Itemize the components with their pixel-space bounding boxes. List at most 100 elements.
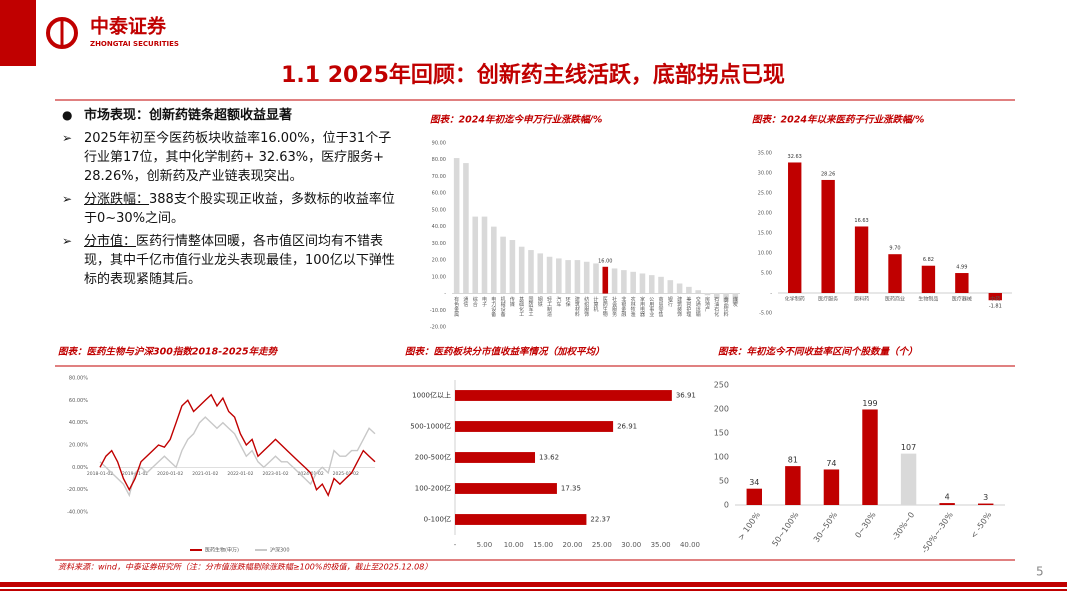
bar (667, 280, 674, 294)
bar (455, 514, 587, 525)
bar (823, 469, 840, 505)
y-tick-label: -5.00 (759, 311, 772, 317)
x-tick-label: 25.00 (592, 541, 612, 549)
bar (518, 246, 525, 294)
x-tick-label: 2020-01-02 (157, 471, 183, 477)
value-label: 32.63 (788, 154, 802, 160)
value-label: 17.35 (561, 485, 581, 493)
bar (785, 466, 801, 505)
x-tick-label: 医疗服务 (818, 296, 838, 303)
x-tick-label: 30~50% (812, 510, 839, 544)
bar (455, 483, 557, 494)
value-label: 13.62 (539, 454, 559, 462)
bar (611, 268, 618, 294)
bar (463, 163, 469, 294)
y-tick-label: 20.00% (69, 443, 88, 449)
y-tick-label: 60.00 (432, 191, 446, 197)
x-tick-label: 30.00 (621, 541, 641, 549)
x-tick-label: 电子 (481, 296, 487, 307)
brand-en: ZHONGTAI SECURITIES (90, 40, 179, 48)
y-tick-label: 90.00 (432, 141, 446, 147)
x-tick-label: 国防军工 (527, 297, 533, 317)
x-tick-label: 煤炭 (732, 296, 738, 308)
x-tick-label: 商贸零售 (658, 296, 664, 318)
bar (888, 254, 902, 293)
bar (821, 179, 835, 293)
bar (453, 158, 460, 294)
y-tick-label: -10.00 (430, 308, 446, 314)
x-tick-label: 生物制品 (918, 296, 938, 303)
y-tick-label: 50 (719, 477, 729, 486)
value-label: 34 (749, 478, 759, 487)
x-tick-label: 汽车 (555, 296, 561, 308)
x-tick-label: 10.00 (504, 541, 524, 549)
value-label: 16.00 (598, 258, 612, 264)
y-tick-label: 10.00 (758, 251, 772, 257)
value-label: 199 (862, 399, 877, 408)
bar (556, 258, 562, 294)
chart-title: 图表：年初迄今不同收益率区间个股数量（个） (718, 346, 918, 358)
bar (988, 293, 1002, 301)
bullet: 2025年初至今医药板块收益率16.00%，位于31个子行业第17位，其中化学制… (62, 129, 398, 186)
bullet-text: 医药行情整体回暖，各市值区间均有不错表现，其中千亿市值行业龙头表现最佳，100亿… (84, 234, 395, 287)
value-label: 28.26 (821, 171, 835, 177)
y-tick-label: 0-100亿 (424, 515, 451, 524)
y-tick-label: 20.00 (758, 211, 772, 217)
y-tick-label: - (444, 291, 446, 297)
x-tick-label: 建筑装饰 (676, 296, 682, 318)
chart-title: 图表：医药生物与沪深300指数2018-2025年走势 (58, 346, 279, 358)
value-label: -1.81 (989, 304, 1002, 310)
value-label: 16.63 (854, 218, 868, 224)
value-label: 36.91 (676, 392, 696, 400)
y-tick-label: 20.00 (432, 258, 446, 264)
bar (900, 453, 917, 505)
bar (658, 276, 664, 294)
bullet-label: 分市值： (84, 234, 137, 249)
x-tick-label: < -50% (969, 510, 994, 540)
x-tick-label: 医疗器械 (952, 296, 972, 303)
bar (565, 260, 571, 294)
y-tick-label: 1000亿以上 (412, 391, 451, 400)
line (99, 416, 376, 498)
y-tick-label: 80.00 (432, 157, 446, 163)
y-tick-label: 25.00 (758, 191, 772, 197)
y-tick-label: 200 (714, 405, 729, 414)
x-tick-label: 2021-01-02 (192, 471, 218, 477)
bar (455, 421, 614, 432)
y-tick-label: 70.00 (432, 174, 446, 180)
x-tick-label: 中药 (990, 296, 1000, 303)
bar (491, 226, 497, 294)
bar (955, 273, 969, 293)
x-tick-label: 传媒 (509, 296, 515, 308)
x-tick-label: 计算机 (593, 296, 599, 313)
bar (788, 162, 802, 293)
x-tick-label: 医药商业 (885, 296, 905, 303)
x-tick-label: 建筑材料 (574, 296, 580, 318)
value-label: 107 (901, 443, 916, 452)
bar (455, 390, 672, 401)
y-tick-label: 100-200亿 (415, 484, 451, 493)
value-label: 74 (826, 459, 836, 468)
chart-title: 图表：医药板块分市值收益率情况（加权平均） (405, 346, 605, 358)
x-tick-label: 环保 (565, 297, 571, 308)
value-label: 4 (945, 493, 950, 502)
value-label: 81 (788, 456, 798, 465)
bar (574, 260, 581, 294)
bar (676, 283, 683, 294)
bar (939, 503, 955, 505)
bar (472, 216, 479, 294)
bullet-text: 市场表现：创新药链条超额收益显著 (84, 108, 293, 123)
bar (455, 452, 536, 463)
y-tick-label: 250 (714, 381, 729, 390)
value-label: 9.70 (889, 246, 900, 252)
y-tick-label: 200-500亿 (415, 453, 451, 462)
x-tick-label: 2018-01-02 (87, 471, 113, 477)
x-tick-label: 美容护理 (685, 296, 691, 317)
bar (695, 290, 701, 294)
bullet-text: 388支个股实现正收益，多数标的收益率位于0~30%之间。 (84, 192, 395, 226)
bar (648, 275, 655, 294)
x-tick-label: 通信 (462, 296, 468, 308)
bullets: 市场表现：创新药链条超额收益显著 2025年初至今医药板块收益率16.00%，位… (62, 106, 398, 293)
x-tick-label: 有色金属 (453, 296, 459, 318)
x-tick-label: -50%~-30% (920, 510, 955, 555)
